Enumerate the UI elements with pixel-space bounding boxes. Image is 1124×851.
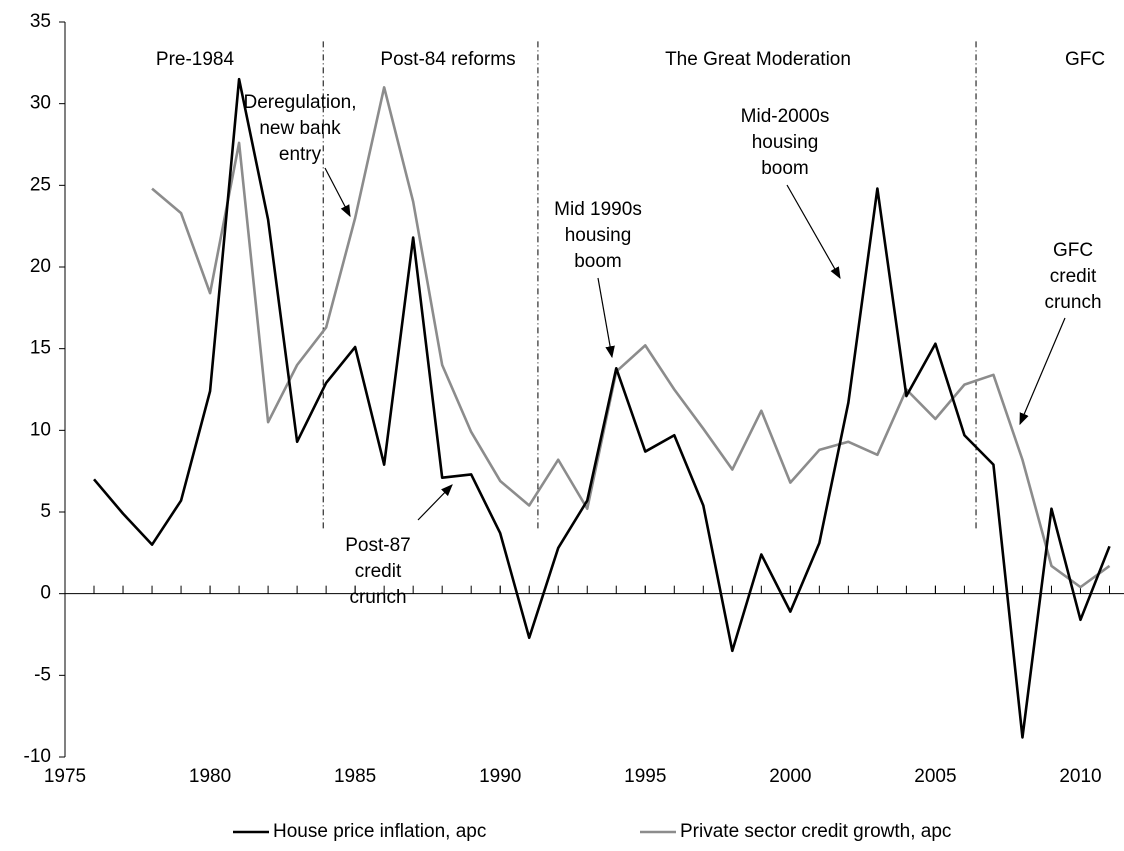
arrow [417,484,453,521]
annotation: housing [565,225,632,246]
x-tick-label: 2005 [914,766,956,787]
series-line [93,77,1111,739]
y-tick-label: 20 [30,256,51,277]
annotations: Deregulation, new bank entry Post-87 credit c… [243,92,1101,608]
y-tick-label: 30 [30,93,51,114]
annotation: entry [279,144,322,165]
annotation: Mid 1990s [554,199,642,220]
annotation: Mid-2000s [741,106,830,127]
annotation: credit [1050,266,1097,287]
x-tick-label: 1990 [479,766,521,787]
series-group [93,77,1111,739]
annotation: new bank [259,118,341,139]
x-tick-label: 1975 [44,766,86,787]
period-label: Pre-1984 [156,49,235,70]
period-label: GFC [1065,49,1105,70]
x-tick-label: 2010 [1059,766,1101,787]
annotation: Post-87 [345,535,410,556]
y-tick-label: -5 [34,664,51,685]
period-label: The Great Moderation [665,49,851,70]
y-tick-label: 15 [30,338,51,359]
y-tick-label: 35 [30,11,51,32]
annotation: crunch [349,587,406,608]
arrow [1019,317,1066,426]
arrow [786,184,841,280]
annotation: boom [761,158,809,179]
period-label: Post-84 reforms [380,49,515,70]
legend-label: Private sector credit growth, apc [680,821,951,842]
y-tick-label: 25 [30,174,51,195]
arrow [324,167,351,218]
annotation: credit [355,561,402,582]
y-tick-label: 0 [40,583,51,604]
x-tick-label: 2000 [769,766,811,787]
x-tick-label: 1985 [334,766,376,787]
y-tick-label: 5 [40,501,51,522]
series-line [151,86,1111,589]
arrow [597,277,615,359]
y-tick-label: -10 [24,746,51,767]
x-tick-label: 1980 [189,766,231,787]
annotation: Deregulation, [243,92,356,113]
annotation: GFC [1053,240,1093,261]
legend-label: House price inflation, apc [273,821,486,842]
annotation: boom [574,251,622,272]
x-tick-label: 1995 [624,766,666,787]
y-tick-label: 10 [30,419,51,440]
annotation: housing [752,132,819,153]
annotation: crunch [1044,292,1101,313]
